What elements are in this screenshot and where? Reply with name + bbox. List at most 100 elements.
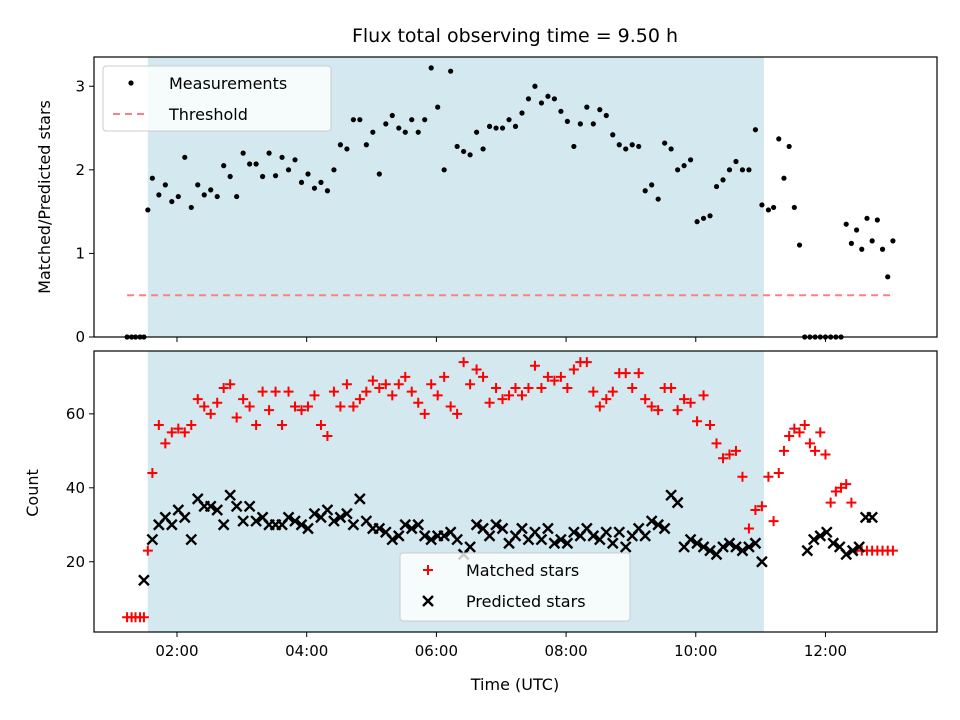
predicted-star-point bbox=[334, 511, 347, 524]
matched-star-point bbox=[555, 371, 566, 382]
matched-star-point bbox=[810, 445, 821, 456]
matched-star-point bbox=[192, 394, 203, 405]
measurement-point bbox=[169, 198, 175, 205]
measurement-point bbox=[707, 213, 713, 219]
measurement-point bbox=[350, 117, 356, 123]
measurement-point bbox=[786, 143, 792, 150]
legend-entry-label: Predicted stars bbox=[466, 592, 586, 611]
measurement-point bbox=[713, 183, 720, 190]
measurement-point bbox=[564, 118, 570, 124]
matched-star-point bbox=[199, 401, 210, 412]
measurement-point bbox=[781, 175, 787, 181]
measurement-point bbox=[195, 182, 201, 188]
predicted-star-point bbox=[224, 489, 237, 502]
measurement-point bbox=[305, 171, 311, 177]
matched-star-point bbox=[491, 382, 502, 393]
measurement-point bbox=[879, 246, 886, 252]
matched-star-point bbox=[270, 386, 281, 397]
top-y-tick-label: 1 bbox=[75, 244, 85, 262]
matched-star-point bbox=[784, 431, 795, 442]
predicted-star-point bbox=[840, 548, 853, 561]
predicted-star-point bbox=[542, 522, 554, 535]
legend-box bbox=[399, 552, 631, 622]
matched-star-point bbox=[186, 419, 197, 430]
measurement-point bbox=[694, 219, 700, 225]
measurement-point bbox=[156, 192, 162, 198]
x-tick-label: 12:00 bbox=[804, 642, 847, 660]
matched-star-point bbox=[205, 408, 216, 419]
predicted-star-point bbox=[243, 500, 256, 513]
predicted-star-point bbox=[373, 522, 386, 535]
measurement-point bbox=[739, 167, 746, 173]
measurement-point bbox=[776, 136, 782, 142]
measurement-point bbox=[298, 179, 305, 185]
matched-star-point bbox=[523, 382, 534, 393]
measurement-point bbox=[655, 196, 661, 202]
predicted-star-point bbox=[282, 511, 295, 524]
measurement-point bbox=[885, 274, 891, 280]
matched-star-point bbox=[799, 419, 810, 430]
measurement-point bbox=[182, 154, 188, 160]
measurement-point bbox=[538, 100, 545, 106]
predicted-star-point bbox=[289, 515, 301, 527]
predicted-star-point bbox=[652, 518, 665, 531]
matched-star-point bbox=[419, 408, 430, 419]
predicted-star-point bbox=[146, 533, 159, 546]
matched-star-point bbox=[601, 394, 612, 405]
matched-star-point bbox=[218, 382, 229, 393]
measurement-point bbox=[370, 129, 376, 135]
measurement-point bbox=[363, 142, 369, 148]
measurement-point bbox=[499, 125, 506, 131]
predicted-star-point bbox=[807, 533, 820, 546]
measurement-point bbox=[759, 202, 765, 208]
x-axis-label: Time (UTC) bbox=[470, 675, 559, 694]
matched-star-point bbox=[445, 401, 456, 412]
x-tick-label: 06:00 bbox=[415, 642, 458, 660]
matched-star-point bbox=[400, 371, 411, 382]
matched-star-point bbox=[653, 405, 664, 416]
measurement-point bbox=[571, 143, 577, 150]
predicted-star-point bbox=[425, 533, 438, 546]
predicted-star-point bbox=[217, 518, 230, 531]
measurement-point bbox=[642, 188, 648, 194]
predicted-star-point bbox=[386, 533, 399, 546]
matched-star-point bbox=[594, 401, 605, 412]
measurement-point bbox=[214, 193, 220, 200]
predicted-star-point bbox=[516, 522, 528, 535]
measurement-point bbox=[318, 179, 324, 185]
predicted-star-point bbox=[568, 526, 580, 539]
matched-star-point bbox=[679, 394, 690, 405]
predicted-star-point bbox=[185, 533, 198, 546]
measurement-point bbox=[532, 83, 538, 89]
measurement-point bbox=[512, 123, 519, 129]
bottom-panel-counts: 02:00 04:00 06:00 08:00 10:00 12:00 20 40 60 Matc… bbox=[66, 350, 938, 660]
matched-star-point bbox=[640, 394, 651, 405]
x-tick-label: 02:00 bbox=[155, 642, 198, 660]
predicted-star-point bbox=[347, 518, 360, 531]
matched-star-point bbox=[160, 438, 171, 449]
x-tick-label: 10:00 bbox=[674, 642, 717, 660]
measurement-point bbox=[796, 242, 803, 248]
predicted-star-point bbox=[165, 518, 178, 531]
measurement-point bbox=[240, 150, 246, 156]
matched-star-point bbox=[452, 408, 463, 419]
measurement-point bbox=[324, 188, 331, 194]
predicted-star-point bbox=[490, 518, 502, 531]
measurement-point bbox=[675, 167, 681, 173]
top-series-measurements bbox=[124, 65, 896, 340]
measurement-point bbox=[752, 127, 759, 133]
predicted-star-point bbox=[814, 530, 827, 542]
measurement-point bbox=[208, 187, 214, 193]
matched-star-point bbox=[536, 382, 547, 393]
measurement-point bbox=[337, 142, 344, 148]
matched-star-point bbox=[264, 405, 275, 416]
predicted-star-point bbox=[600, 526, 613, 539]
matched-star-point bbox=[257, 386, 268, 397]
measurement-point bbox=[461, 148, 467, 155]
measurement-point bbox=[175, 193, 181, 200]
matched-star-point bbox=[309, 390, 320, 401]
matched-star-point bbox=[290, 401, 301, 412]
bottom-series-predicted-stars bbox=[138, 489, 879, 587]
measurement-point bbox=[292, 157, 298, 163]
